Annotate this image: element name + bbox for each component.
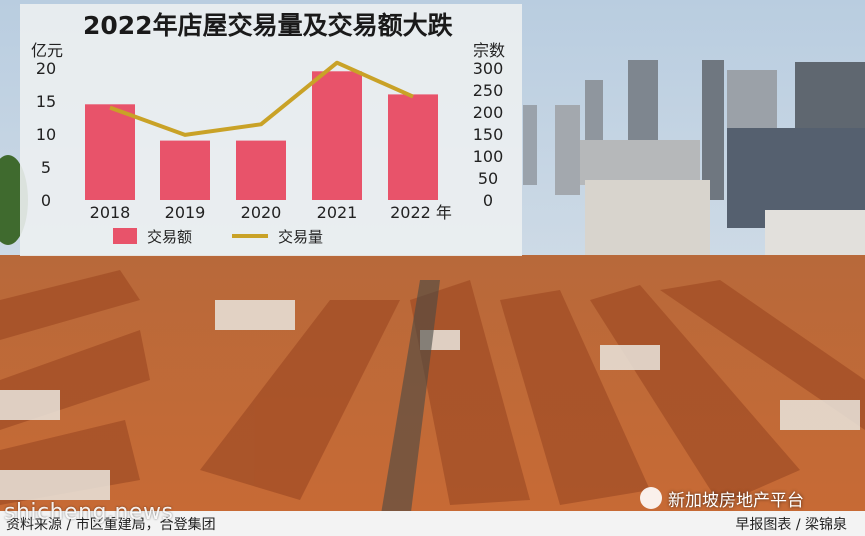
- source-credit: 资料来源 / 市区重建局，合登集团: [6, 517, 216, 533]
- right-tick-label: 100: [473, 147, 504, 166]
- category-label: 2018: [90, 203, 131, 222]
- bar: [312, 71, 362, 200]
- right-tick-label: 50: [478, 169, 498, 188]
- left-tick-label: 15: [36, 92, 56, 111]
- right-tick-label: 200: [473, 103, 504, 122]
- bar: [388, 94, 438, 200]
- bars-series: [85, 71, 438, 200]
- right-tick-label: 300: [473, 59, 504, 78]
- graphic-credit: 早报图表 / 梁锦泉: [735, 517, 847, 533]
- left-tick-label: 20: [36, 59, 56, 78]
- legend: 交易额 交易量: [113, 228, 323, 246]
- shophouse-walls: [0, 300, 860, 500]
- category-labels: 2018 2019 2020 2021 2022 年: [90, 203, 452, 222]
- line-path: [109, 60, 414, 137]
- right-tick-label: 150: [473, 125, 504, 144]
- legend-swatch-bar: [113, 228, 137, 244]
- right-axis-unit: 宗数: [473, 41, 505, 60]
- footer-bar: [0, 511, 865, 536]
- category-label: 2020: [241, 203, 282, 222]
- brand-watermark-text: 新加坡房地产平台: [668, 490, 804, 511]
- bar: [85, 104, 135, 200]
- right-tick-label: 250: [473, 81, 504, 100]
- chart-title: 2022年店屋交易量及交易额大跌: [83, 11, 453, 40]
- category-label: 2022 年: [390, 203, 452, 222]
- category-label: 2021: [317, 203, 358, 222]
- legend-label-bar: 交易额: [147, 228, 192, 246]
- left-tick-label: 5: [41, 158, 51, 177]
- left-axis-unit: 亿元: [31, 41, 63, 60]
- left-axis-ticks: 0 5 10 15 20: [36, 59, 56, 210]
- bar: [236, 140, 286, 200]
- left-tick-label: 10: [36, 125, 56, 144]
- category-label: 2019: [165, 203, 206, 222]
- right-tick-label: 0: [483, 191, 493, 210]
- bar-line-chart: 2022年店屋交易量及交易额大跌 亿元 宗数 0 5 10 15 20 0 50 100 15…: [31, 11, 505, 246]
- line-series: [109, 60, 414, 137]
- brand-watermark: 新加坡房地产平台: [640, 486, 850, 511]
- site-watermark: shicheng.news: [4, 500, 174, 525]
- wechat-icon: [640, 487, 662, 509]
- skyline: [523, 60, 865, 290]
- right-axis-ticks: 0 50 100 150 200 250 300: [473, 59, 504, 210]
- bar: [160, 140, 210, 200]
- legend-label-line: 交易量: [278, 228, 323, 246]
- left-tick-label: 0: [41, 191, 51, 210]
